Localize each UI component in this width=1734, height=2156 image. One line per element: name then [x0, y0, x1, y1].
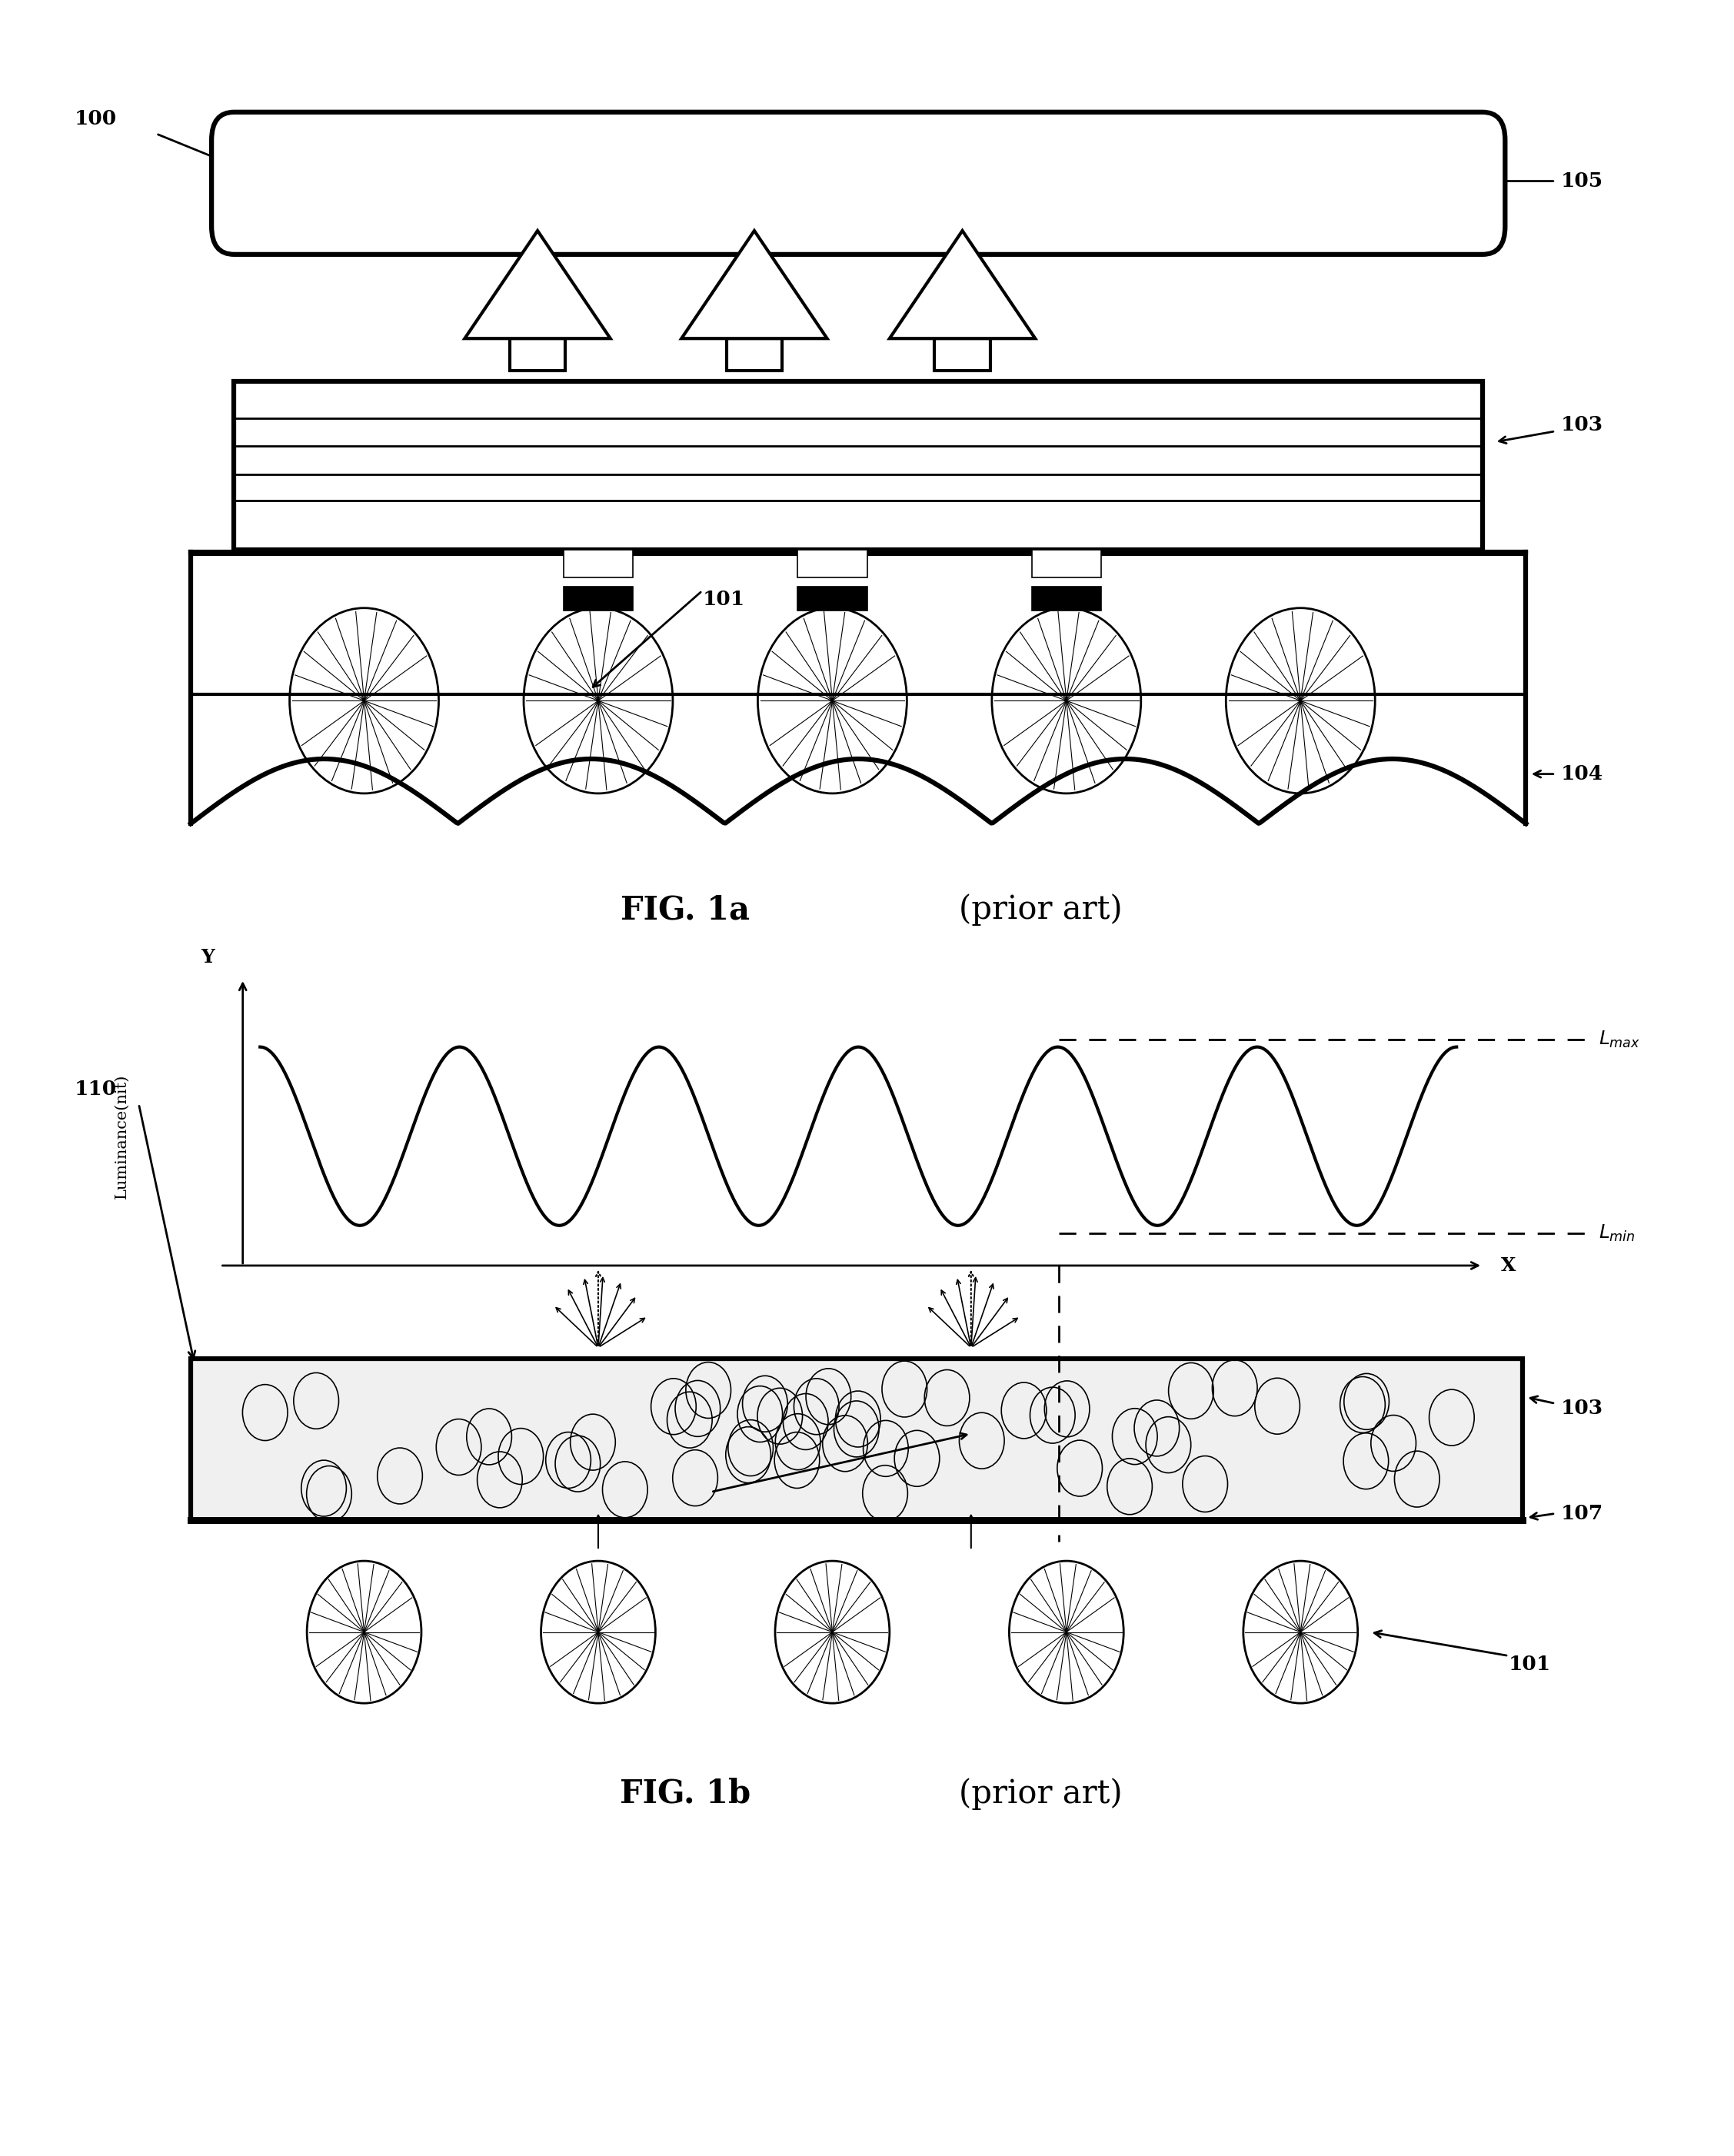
Polygon shape: [465, 231, 610, 338]
Text: X: X: [1502, 1257, 1516, 1274]
Polygon shape: [935, 338, 990, 371]
Polygon shape: [681, 231, 827, 338]
Polygon shape: [1032, 586, 1101, 610]
Polygon shape: [510, 338, 565, 371]
Text: 105: 105: [1561, 172, 1602, 190]
Polygon shape: [1032, 550, 1101, 578]
Text: 103: 103: [1561, 416, 1602, 433]
Text: $L_{min}$: $L_{min}$: [1599, 1222, 1635, 1244]
Polygon shape: [727, 338, 782, 371]
Text: (prior art): (prior art): [959, 1779, 1122, 1809]
Text: 101: 101: [1509, 1656, 1550, 1673]
Polygon shape: [191, 1358, 1522, 1520]
Text: 107: 107: [1561, 1505, 1602, 1522]
Text: 103: 103: [1561, 1399, 1602, 1416]
Text: 101: 101: [702, 591, 744, 608]
Text: FIG. 1a: FIG. 1a: [621, 895, 749, 925]
Text: Y: Y: [201, 949, 215, 966]
Text: FIG. 1b: FIG. 1b: [619, 1779, 751, 1809]
Polygon shape: [798, 550, 867, 578]
Text: Luminance(nit): Luminance(nit): [114, 1074, 128, 1199]
Text: 104: 104: [1561, 765, 1604, 783]
Polygon shape: [564, 586, 633, 610]
Text: $L_{max}$: $L_{max}$: [1599, 1028, 1640, 1050]
Text: (prior art): (prior art): [959, 895, 1122, 925]
Polygon shape: [564, 550, 633, 578]
Polygon shape: [798, 586, 867, 610]
Text: 100: 100: [75, 110, 116, 127]
Text: 110: 110: [75, 1080, 116, 1097]
Polygon shape: [890, 231, 1035, 338]
FancyBboxPatch shape: [212, 112, 1505, 254]
